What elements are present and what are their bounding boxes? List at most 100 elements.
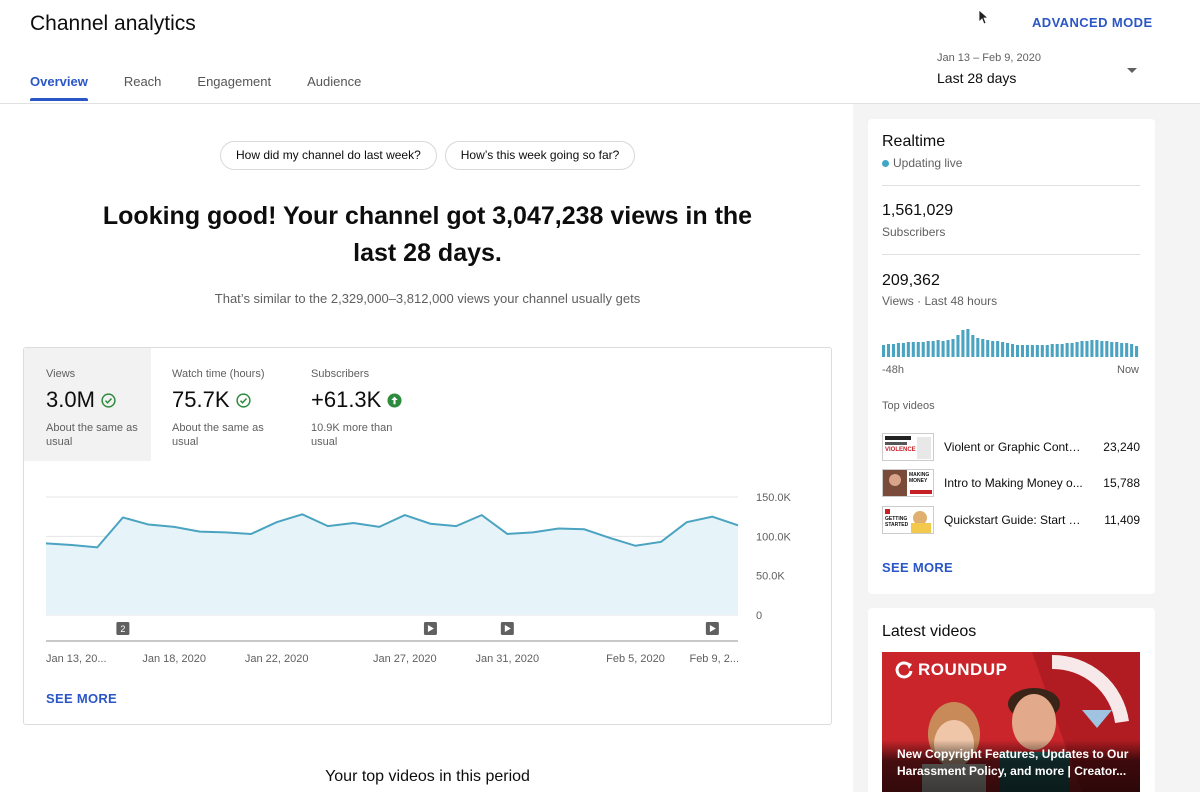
tab-audience[interactable]: Audience — [307, 74, 362, 89]
metric-watch-time[interactable]: Watch time (hours) 75.7K About the same … — [151, 348, 291, 461]
spark-bar — [946, 340, 950, 357]
spark-bar — [1120, 343, 1124, 357]
area-fill — [46, 514, 738, 615]
x-tick-label: Feb 9, 2... — [689, 653, 739, 665]
spark-bar — [1065, 343, 1069, 357]
spark-bar — [1006, 343, 1010, 357]
spark-bar — [1115, 342, 1119, 357]
live-dot-icon — [882, 159, 889, 167]
top-video-row[interactable]: MAKING MONEY Intro to Making Money o... … — [882, 469, 1140, 497]
spark-bar — [1070, 343, 1074, 357]
realtime-bar-chart[interactable] — [882, 327, 1140, 357]
spark-bar — [1025, 345, 1029, 357]
question-chips: How did my channel do last week? How’s t… — [220, 141, 636, 170]
spark-bar — [1135, 346, 1139, 357]
tab-overview[interactable]: Overview — [30, 74, 88, 101]
top-video-row[interactable]: GETTING STARTED Quickstart Guide: Start … — [882, 506, 1140, 534]
check-circle-icon — [235, 392, 251, 408]
spark-bar — [1105, 341, 1109, 357]
video-views: 11,409 — [1104, 513, 1140, 527]
views-chart: 150.0K 100.0K 50.0K 0 2 Jan 13, 20... Jan 18, … — [45, 492, 792, 665]
spark-bar — [981, 339, 985, 357]
metric-value: 3.0M — [46, 386, 151, 414]
date-range-picker[interactable]: Jan 13 – Feb 9, 2020 Last 28 days — [937, 52, 1141, 96]
spark-bar — [966, 329, 970, 357]
summary-headline-line2: last 28 days. — [353, 239, 502, 267]
tab-engagement[interactable]: Engagement — [197, 74, 272, 89]
spark-bar — [976, 338, 980, 357]
spark-bar — [1090, 340, 1094, 357]
spark-bar — [926, 341, 930, 357]
x-tick-label: Jan 27, 2020 — [373, 653, 437, 665]
count-marker — [116, 622, 130, 635]
spark-bar — [1040, 345, 1044, 357]
page-title: Channel analytics — [30, 12, 196, 35]
spark-bar — [1075, 342, 1079, 357]
tab-reach[interactable]: Reach — [123, 74, 162, 89]
spark-bar — [1130, 344, 1134, 357]
metric-note: About the same as usual — [46, 422, 138, 448]
subscribers-label: Subscribers — [882, 225, 946, 239]
date-range-text: Jan 13 – Feb 9, 2020 — [937, 52, 1041, 64]
arrow-up-circle-icon — [387, 392, 402, 408]
x-tick-label: Jan 31, 2020 — [476, 653, 540, 665]
spark-bar — [1110, 342, 1114, 357]
spark-bar — [1100, 341, 1104, 357]
spark-bar — [1085, 341, 1089, 357]
metric-note: 10.9K more than usual — [311, 422, 393, 448]
metric-note: About the same as usual — [172, 422, 264, 448]
x-tick-label: Jan 18, 2020 — [142, 653, 206, 665]
spark-bar — [891, 344, 895, 357]
see-more-button[interactable]: SEE MORE — [46, 691, 118, 706]
tab-bar: Overview Reach Engagement Audience — [30, 74, 397, 101]
realtime-see-more-button[interactable]: SEE MORE — [882, 560, 954, 575]
metric-label: Watch time (hours) — [172, 368, 265, 380]
x-tick-label: Jan 22, 2020 — [245, 653, 309, 665]
top-video-row[interactable]: VIOLENCE Violent or Graphic Conte... 23,… — [882, 433, 1140, 461]
spark-bar — [1035, 345, 1039, 357]
advanced-mode-button[interactable]: ADVANCED MODE — [1032, 15, 1153, 30]
divider — [882, 254, 1140, 255]
spark-bar — [1080, 341, 1084, 357]
mouse-cursor-icon — [978, 9, 988, 25]
series-line — [45, 513, 739, 549]
spark-bar — [916, 342, 920, 357]
spark-right-label: Now — [1117, 364, 1140, 376]
spark-bar — [1001, 342, 1005, 357]
x-tick-label: Jan 13, 20... — [46, 653, 107, 665]
metric-views[interactable]: Views 3.0M About the same as usual — [24, 348, 151, 461]
check-circle-icon — [101, 392, 116, 408]
spark-bar — [1050, 344, 1054, 357]
spark-bar — [1020, 345, 1024, 357]
spark-bar — [941, 341, 945, 357]
spark-bar — [986, 340, 990, 357]
spark-bar — [996, 341, 1000, 357]
summary-subhead: That’s similar to the 2,329,000–3,812,00… — [214, 291, 641, 306]
video-views: 15,788 — [1103, 476, 1140, 490]
spark-bar — [1030, 345, 1034, 357]
spark-left-label: -48h — [882, 364, 905, 376]
metric-label: Views — [46, 368, 76, 380]
metric-subscribers[interactable]: Subscribers +61.3K 10.9K more than usual — [291, 348, 441, 461]
video-title: Quickstart Guide: Start Y... — [944, 513, 1084, 527]
roundup-brand: ROUNDUP — [894, 660, 1007, 680]
y-tick-label: 0 — [756, 610, 762, 622]
metric-value: +61.3K — [311, 386, 441, 414]
question-chip-this-week[interactable]: How’s this week going so far? — [444, 141, 636, 170]
spark-bar — [906, 342, 910, 357]
chevron-down-icon[interactable] — [1127, 68, 1137, 73]
latest-videos-title: Latest videos — [882, 623, 977, 640]
play-icon — [427, 625, 434, 632]
latest-video-thumbnail[interactable]: ROUNDUP New Copyright Features, Updates … — [882, 652, 1140, 792]
question-chip-last-week[interactable]: How did my channel do last week? — [220, 141, 437, 170]
spark-bar — [936, 340, 940, 357]
spark-bar — [961, 330, 965, 357]
x-tick-label: Feb 5, 2020 — [606, 653, 665, 665]
video-thumbnail: GETTING STARTED — [882, 506, 934, 534]
realtime-card: Realtime Updating live 1,561,029 Subscri… — [868, 119, 1155, 594]
count-marker-label: 2 — [120, 624, 125, 634]
metric-value: 75.7K — [172, 386, 291, 414]
live-label: Updating live — [893, 156, 963, 170]
date-range-label: Last 28 days — [937, 70, 1017, 86]
spark-bar — [896, 343, 900, 357]
